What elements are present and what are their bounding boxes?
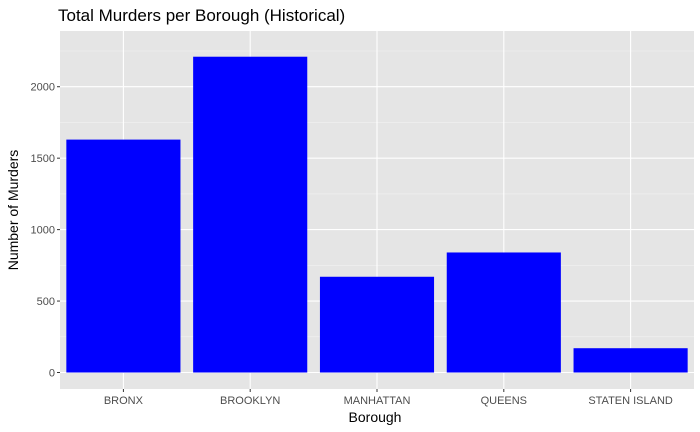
x-axis-title: Borough	[349, 409, 402, 425]
y-tick-label: 500	[37, 296, 55, 308]
x-tick-label: BRONX	[104, 395, 144, 407]
bar-bronx	[66, 139, 181, 373]
y-tick-label: 1000	[31, 225, 55, 237]
x-tick-label: STATEN ISLAND	[588, 395, 673, 407]
y-tick-label: 2000	[31, 82, 55, 94]
y-tick-label: 0	[49, 368, 55, 380]
bar-staten-island	[573, 348, 688, 373]
bars	[66, 56, 688, 373]
y-axis: 0 500 1000 1500 2000	[31, 82, 60, 380]
x-tick-label: MANHATTAN	[344, 395, 411, 407]
y-tick-label: 1500	[31, 153, 55, 165]
bar-queens	[446, 252, 561, 373]
chart-title: Total Murders per Borough (Historical)	[58, 6, 345, 25]
x-axis: BRONX BROOKLYN MANHATTAN QUEENS STATEN ISLAN…	[104, 389, 673, 407]
bar-brooklyn	[193, 56, 308, 373]
y-axis-title: Number of Murders	[5, 150, 21, 271]
bar-manhattan	[319, 276, 435, 373]
x-tick-label: QUEENS	[481, 395, 527, 407]
x-tick-label: BROOKLYN	[220, 395, 280, 407]
